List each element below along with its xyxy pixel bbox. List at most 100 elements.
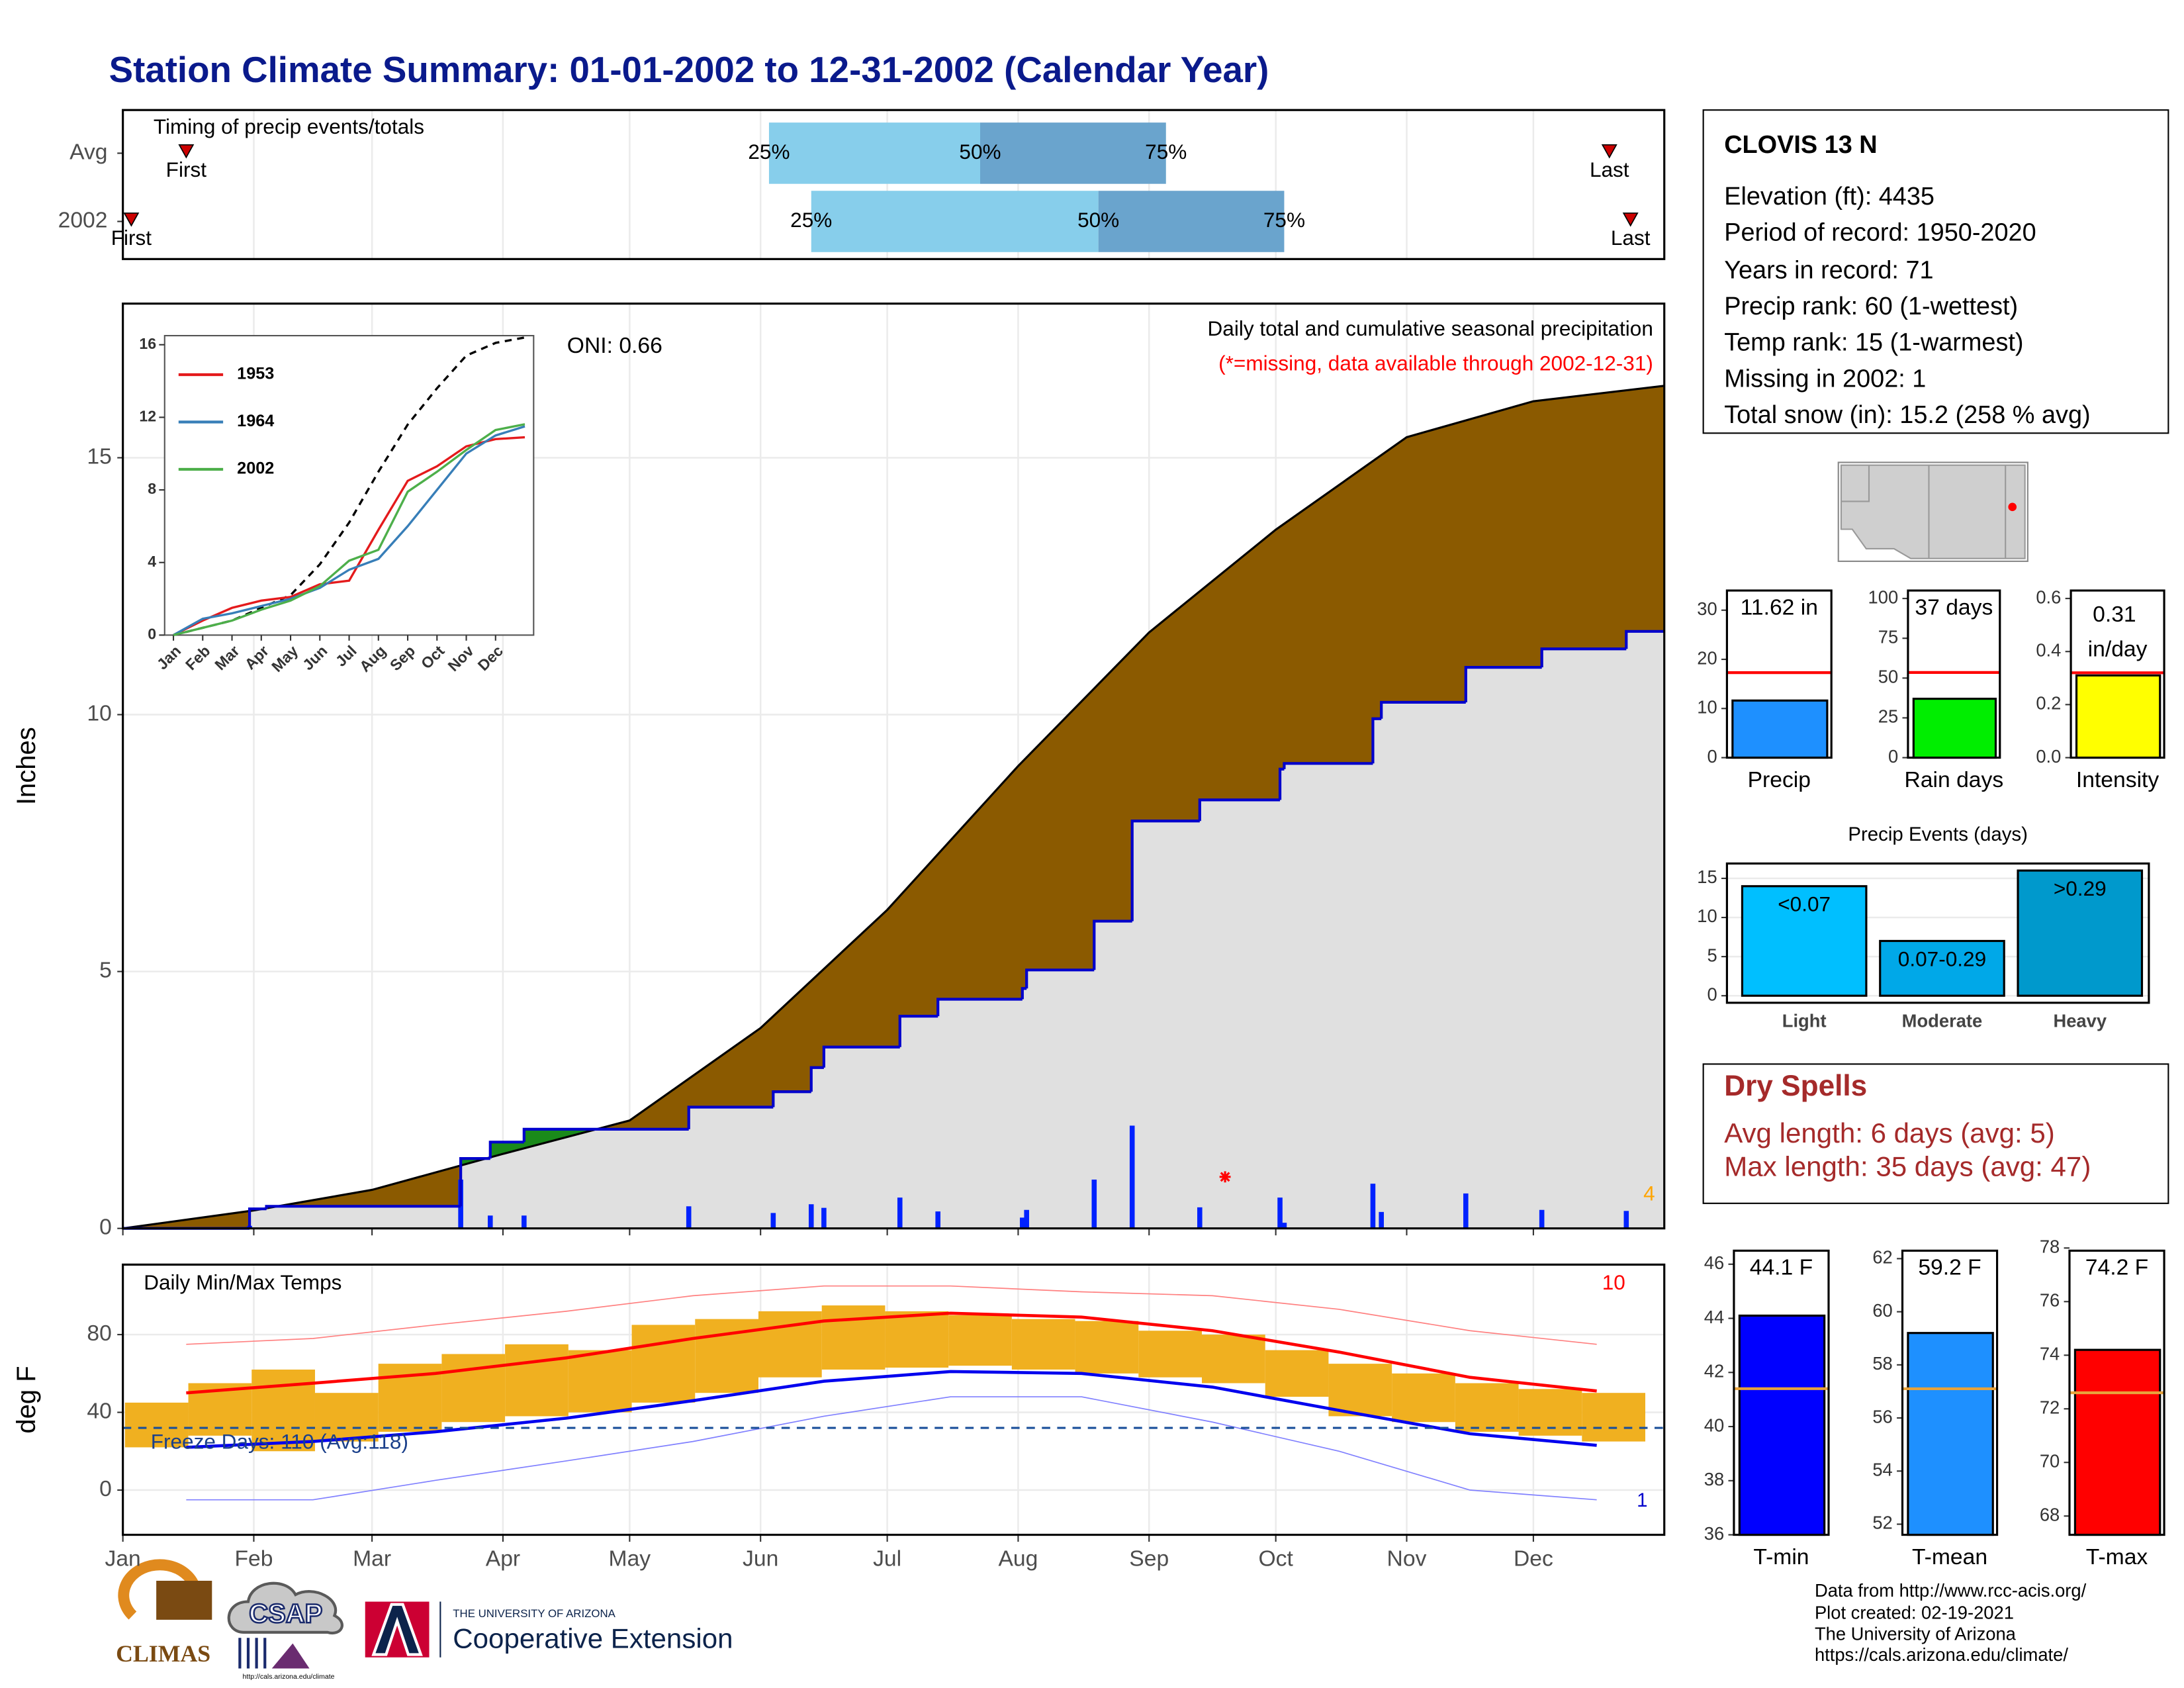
y-tick-label: 70 — [2040, 1450, 2060, 1471]
annotation: ONI: 0.66 — [567, 334, 662, 358]
station-line: Precip rank: 60 (1-wettest) — [1724, 293, 2018, 320]
event-label: First — [166, 158, 207, 181]
cumulative-step — [459, 1157, 490, 1207]
y-tick-label: 38 — [1704, 1469, 1724, 1489]
footer-line: Data from http://www.rcc-acis.org/ — [1815, 1580, 2087, 1601]
quartile-bar — [768, 122, 980, 184]
timing-annotation: Timing of precip events/totals — [154, 115, 424, 138]
y-tick-label: 44 — [1704, 1307, 1724, 1327]
bar — [1731, 699, 1829, 759]
y-tick-label: 62 — [1872, 1247, 1892, 1268]
bar — [1741, 885, 1868, 997]
cumulative-step — [772, 1090, 811, 1107]
x-tick-label: Jun — [743, 1546, 778, 1571]
daily-bar — [1091, 1179, 1097, 1229]
x-tick-label: Mar — [353, 1546, 391, 1571]
cumulative-step — [1025, 968, 1095, 989]
temp-range-bar — [441, 1354, 506, 1423]
page-title: Station Climate Summary: 01-01-2002 to 1… — [109, 49, 1269, 90]
cumulative-step — [898, 1015, 938, 1047]
dry-spells-line: Max length: 35 days (avg: 47) — [1724, 1150, 2091, 1182]
cumulative-step — [936, 998, 1023, 1017]
cumulative-step — [1198, 798, 1281, 821]
y-tick-label: 10 — [1697, 906, 1717, 926]
y-tick-label: 74 — [2040, 1343, 2060, 1364]
value-label: 11.62 in — [1741, 595, 1818, 620]
y-tick-label: 25 — [1878, 706, 1898, 727]
x-tick-label: Dec — [1514, 1546, 1553, 1571]
y-tick-label: 0 — [148, 626, 156, 643]
chart-title: Precip Events (days) — [1848, 823, 2028, 845]
panel-border — [1907, 589, 2001, 759]
y-tick-label: 10 — [87, 701, 111, 726]
y-tick-label: 60 — [1872, 1300, 1892, 1321]
event-marker — [123, 212, 140, 227]
x-tick-label: May — [609, 1546, 651, 1571]
daily-bar — [808, 1204, 814, 1229]
daily-bar — [488, 1215, 493, 1229]
cumulative-step — [1380, 700, 1466, 719]
y-tick-label: 30 — [1697, 598, 1717, 619]
bar — [1907, 1332, 1994, 1536]
daily-bar — [1539, 1209, 1545, 1229]
average-line — [122, 385, 1664, 1230]
annotation: 10 — [1602, 1270, 1625, 1294]
y-tick-label: 0 — [1707, 746, 1717, 767]
y-tick-label: 72 — [2040, 1397, 2060, 1417]
x-tick-label: Sep — [1129, 1546, 1169, 1571]
bar — [1738, 1314, 1826, 1536]
normal-line — [186, 1370, 1597, 1449]
normal-line — [186, 1311, 1597, 1395]
annotation: Freeze Days: 110 (Avg:118) — [151, 1430, 408, 1454]
cumulative-step — [522, 1127, 689, 1143]
observed-fill — [122, 631, 1664, 1229]
legend-label: 1964 — [237, 412, 274, 430]
cumulative-step — [265, 1205, 461, 1209]
panel-border — [2070, 589, 2165, 759]
quartile-bar — [979, 122, 1166, 184]
y-tick-label: 40 — [87, 1399, 111, 1423]
x-tick-label: Intensity — [2076, 768, 2160, 792]
station-line: Years in record: 71 — [1724, 256, 1933, 284]
value-label: 0.31 in/day — [2088, 602, 2148, 662]
y-tick-label: 58 — [1872, 1353, 1892, 1374]
csap-mountain — [271, 1643, 310, 1669]
value-label: 59.2 F — [1918, 1256, 1981, 1280]
csap-url: http://cals.arizona.edu/climate — [243, 1673, 335, 1681]
bar — [1912, 698, 1997, 759]
series-line — [173, 423, 525, 637]
series-line — [173, 336, 525, 637]
dry-spells-box — [1702, 1063, 2169, 1204]
daily-bar — [1281, 1223, 1287, 1229]
temp-range-bar — [1202, 1335, 1265, 1383]
x-tick-label: Precip — [1748, 768, 1811, 792]
y-tick-label: 50 — [1878, 667, 1898, 687]
x-tick-label: Heavy — [2053, 1011, 2107, 1031]
quartile-label: 25% — [790, 208, 832, 232]
y-tick-label: 54 — [1872, 1460, 1892, 1480]
event-label: Last — [1590, 158, 1629, 181]
bin-label: <0.07 — [1778, 892, 1831, 916]
cumulative-step — [1540, 647, 1627, 668]
event-label: Last — [1611, 226, 1651, 250]
university-label: THE UNIVERSITY OF ARIZONA — [453, 1607, 615, 1620]
daily-bar — [1370, 1184, 1376, 1229]
y-tick-label: 0.0 — [2036, 746, 2061, 767]
csap-label: CSAP — [249, 1599, 322, 1628]
daily-bar — [1197, 1207, 1203, 1229]
y-tick-label: 76 — [2040, 1290, 2060, 1311]
chart-title: Daily total and cumulative seasonal prec… — [1208, 316, 1653, 340]
panel-border — [1725, 862, 2150, 1004]
climas-label: CLIMAS — [116, 1640, 210, 1667]
daily-bar — [1623, 1211, 1629, 1229]
bar — [2075, 674, 2161, 759]
temp-range-bar — [1328, 1364, 1392, 1417]
legend-label: 2002 — [237, 459, 274, 478]
bin-label: 0.07-0.29 — [1898, 947, 1986, 970]
event-marker — [1622, 212, 1639, 227]
temp-range-bar — [314, 1393, 379, 1442]
x-tick-label: Apr — [486, 1546, 520, 1571]
daily-bar — [1020, 1217, 1025, 1229]
temp-range-bar — [1455, 1383, 1519, 1432]
